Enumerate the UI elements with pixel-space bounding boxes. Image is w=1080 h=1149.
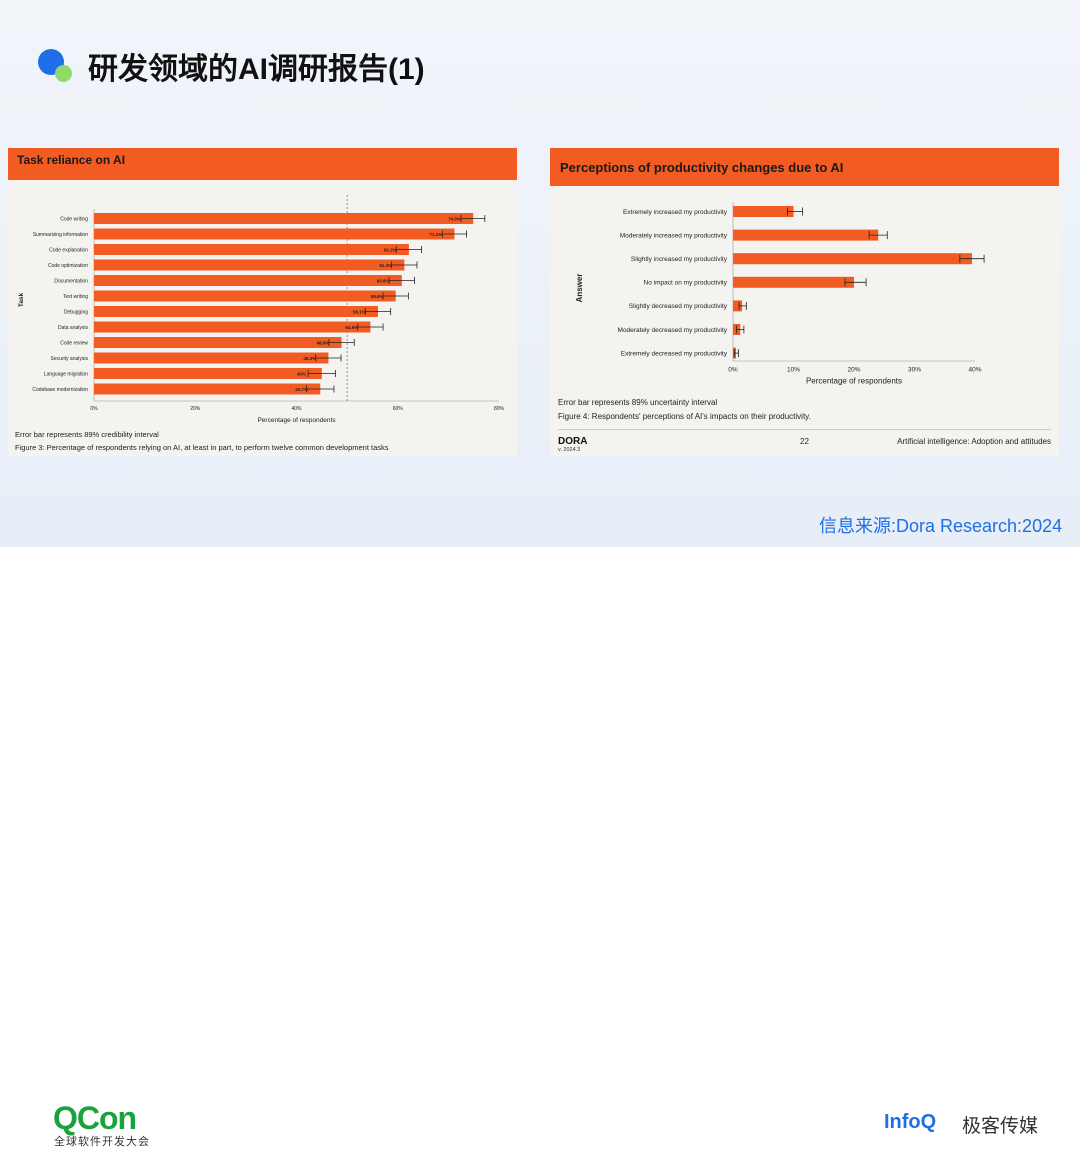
category-label-debugging: Debugging (64, 309, 88, 315)
data-label-language-migration: 45% (297, 372, 306, 377)
bar-slightly-increased-my-productivity (733, 253, 972, 265)
category-label-code-optimization: Code optimization (48, 263, 88, 269)
productivity-panel: Perceptions of productivity changes due … (550, 148, 1059, 456)
data-label-summarizing-information: 71.2% (429, 232, 442, 237)
task-reliance-note: Error bar represents 89% credibility int… (15, 430, 159, 439)
bar-code-review (94, 337, 342, 348)
productivity-header: Perceptions of productivity changes due … (550, 148, 1059, 186)
bar-summarizing-information (94, 228, 455, 240)
productivity-note: Error bar represents 89% uncertainty int… (558, 398, 718, 407)
data-label-security-analysis: 46.3% (303, 356, 316, 361)
category-label-codebase-modernization: Codebase modernization (32, 387, 88, 393)
data-label-code-explanation: 62.2% (384, 248, 397, 253)
category-label-language-migration: Language migration (44, 371, 88, 377)
category-label-slightly-decreased-my-productivity: Slightly decreased my productivity (629, 303, 728, 310)
category-label-test-writing: Test writing (63, 294, 88, 300)
bar-test-writing (94, 290, 396, 302)
productivity-caption: Figure 4: Respondents' perceptions of AI… (558, 412, 811, 421)
footer-bar: QCon 全球软件开发大会 InfoQ 极客传媒 (0, 547, 1080, 1148)
bar-extremely-increased-my-productivity (733, 206, 794, 217)
category-label-no-impact-on-my-productivity: No impact on my productivity (644, 280, 728, 287)
task-reliance-caption: Figure 3: Percentage of respondents rely… (15, 443, 389, 452)
data-label-code-optimization: 61.3% (379, 263, 392, 268)
bar-code-optimization (94, 259, 405, 271)
title-bullet-accent (55, 65, 72, 82)
data-label-test-writing: 59.6% (371, 294, 384, 299)
category-label-data-analysis: Data analysis (58, 325, 89, 331)
x-tick-label: 60% (393, 406, 404, 412)
x-tick-label: 40% (968, 367, 981, 374)
x-tick-label: 80% (494, 406, 505, 412)
dora-version: v. 2024.3 (558, 447, 581, 453)
bar-no-impact-on-my-productivity (733, 276, 854, 288)
infoq-subtitle: 极客传媒 (962, 1116, 1039, 1137)
qcon-logo: QCon (53, 1100, 137, 1136)
data-label-codebase-modernization: 44.7% (295, 387, 308, 392)
category-label-moderately-increased-my-productivity: Moderately increased my productivity (620, 232, 728, 239)
bar-codebase-modernization (94, 383, 321, 395)
x-tick-label: 0% (728, 367, 738, 374)
y-axis-title: Task (18, 292, 25, 307)
divider (558, 429, 1051, 430)
x-axis-title: Percentage of respondents (257, 417, 336, 424)
category-label-code-explanation: Code explanation (49, 247, 88, 253)
category-label-summarizing-information: Summarizing information (33, 232, 89, 238)
category-label-code-writing: Code writing (60, 216, 88, 222)
page-number: 22 (800, 437, 809, 446)
bar-code-writing (94, 213, 474, 224)
x-tick-label: 30% (908, 367, 921, 374)
x-tick-label: 10% (787, 367, 800, 374)
infoq-logo: InfoQ (884, 1111, 937, 1133)
y-axis-title: Answer (575, 274, 584, 303)
category-label-slightly-increased-my-productivity: Slightly increased my productivity (631, 256, 728, 263)
section-footnote: Artificial intelligence: Adoption and at… (897, 437, 1051, 446)
category-label-security-analysis: Security analysis (50, 356, 88, 362)
bar-documentation (94, 275, 402, 286)
bar-code-explanation (94, 244, 409, 255)
bar-data-analysis (94, 321, 371, 333)
data-label-code-review: 48.9% (317, 341, 330, 346)
x-tick-label: 20% (190, 406, 201, 412)
category-label-moderately-decreased-my-productivity: Moderately decreased my productivity (618, 327, 728, 334)
productivity-chart: Extremely increased my productivity Moder… (575, 202, 985, 386)
data-label-data-analysis: 54.6% (345, 325, 358, 330)
x-tick-label: 20% (847, 367, 860, 374)
data-label-debugging: 56.1% (353, 310, 366, 315)
data-label-code-writing: 74.9% (448, 217, 461, 222)
category-label-extremely-decreased-my-productivity: Extremely decreased my productivity (621, 350, 728, 357)
source-citation: 信息来源:Dora Research:2024 (819, 516, 1063, 536)
category-label-extremely-increased-my-productivity: Extremely increased my productivity (623, 209, 728, 216)
x-tick-label: 40% (291, 406, 302, 412)
category-label-documentation: Documentation (54, 278, 88, 284)
slide-background: 研发领域的AI调研报告(1) Task reliance on AI Code … (0, 0, 1080, 547)
task-reliance-chart: Code writing 74.9% Summarizing information… (18, 195, 505, 424)
task-reliance-header: Task reliance on AI (8, 148, 517, 180)
bar-debugging (94, 306, 379, 317)
slide-title: 研发领域的AI调研报告(1) (88, 53, 425, 86)
x-tick-label: 0% (90, 406, 98, 412)
category-label-code-review: Code review (60, 340, 88, 346)
qcon-subtitle: 全球软件开发大会 (54, 1136, 150, 1148)
dora-logo: DORA (558, 436, 588, 447)
bar-slightly-decreased-my-productivity (733, 300, 743, 312)
data-label-documentation: 60.8% (377, 279, 390, 284)
x-axis-title: Percentage of respondents (806, 377, 902, 386)
task-reliance-panel: Task reliance on AI Code writing 74.9% Sum… (8, 148, 517, 456)
bar-moderately-increased-my-productivity (733, 229, 879, 241)
bar-language-migration (94, 368, 322, 379)
bar-security-analysis (94, 352, 329, 364)
